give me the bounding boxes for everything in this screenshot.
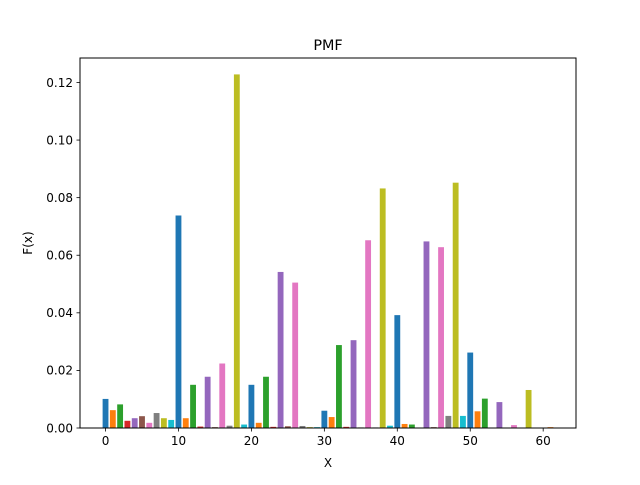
y-tick-label: 0.10 — [46, 133, 73, 147]
bar-x-14 — [205, 377, 211, 428]
x-tick-label: 40 — [390, 434, 405, 448]
bar-x-42 — [409, 425, 415, 428]
x-tick-label: 50 — [463, 434, 478, 448]
y-tick-label: 0.00 — [46, 421, 73, 435]
bar-x-54 — [496, 402, 502, 428]
bar-x-9 — [168, 420, 174, 428]
bar-x-49 — [460, 416, 466, 428]
bar-x-32 — [336, 345, 342, 428]
bar-x-12 — [190, 385, 196, 428]
bar-x-6 — [146, 423, 152, 428]
bar-x-4 — [132, 418, 138, 428]
bar-x-3 — [124, 421, 130, 428]
x-axis-label: X — [324, 456, 332, 470]
bar-x-7 — [154, 413, 160, 428]
bar-x-22 — [263, 377, 269, 428]
bar-x-10 — [176, 216, 182, 429]
bar-x-21 — [256, 423, 262, 428]
y-axis-label: F(x) — [21, 231, 35, 254]
bar-x-20 — [248, 385, 254, 428]
x-tick-label: 10 — [171, 434, 186, 448]
x-tick-label: 20 — [244, 434, 259, 448]
y-tick-label: 0.12 — [46, 76, 73, 90]
bar-x-24 — [278, 272, 284, 428]
bar-x-1 — [110, 410, 116, 428]
bar-x-34 — [351, 340, 357, 428]
bar-x-48 — [453, 183, 459, 428]
y-tick-label: 0.08 — [46, 191, 73, 205]
bar-x-8 — [161, 418, 167, 428]
bar-x-58 — [526, 390, 532, 428]
bar-x-51 — [475, 411, 481, 428]
bar-x-30 — [321, 411, 327, 428]
bar-x-41 — [402, 424, 408, 428]
bar-x-11 — [183, 418, 189, 428]
bar-x-38 — [380, 188, 386, 428]
bar-x-18 — [234, 74, 240, 428]
bar-x-26 — [292, 283, 298, 428]
bar-x-44 — [424, 241, 430, 428]
bar-x-40 — [394, 315, 400, 428]
bar-x-2 — [117, 404, 123, 428]
x-tick-label: 30 — [317, 434, 332, 448]
bar-x-50 — [467, 353, 473, 428]
chart-title: PMF — [313, 38, 342, 54]
x-tick-label: 60 — [536, 434, 551, 448]
y-tick-label: 0.02 — [46, 364, 73, 378]
bar-x-5 — [139, 416, 145, 428]
plot-area — [80, 58, 576, 428]
bar-x-0 — [103, 399, 109, 428]
bar-x-36 — [365, 240, 371, 428]
bar-x-19 — [241, 425, 247, 428]
bar-x-46 — [438, 247, 444, 428]
bar-x-47 — [445, 416, 451, 428]
bar-x-16 — [219, 364, 225, 429]
bar-x-31 — [329, 417, 335, 428]
x-tick-label: 0 — [102, 434, 110, 448]
y-tick-label: 0.04 — [46, 306, 73, 320]
y-tick-label: 0.06 — [46, 249, 73, 263]
bar-x-52 — [482, 399, 488, 428]
